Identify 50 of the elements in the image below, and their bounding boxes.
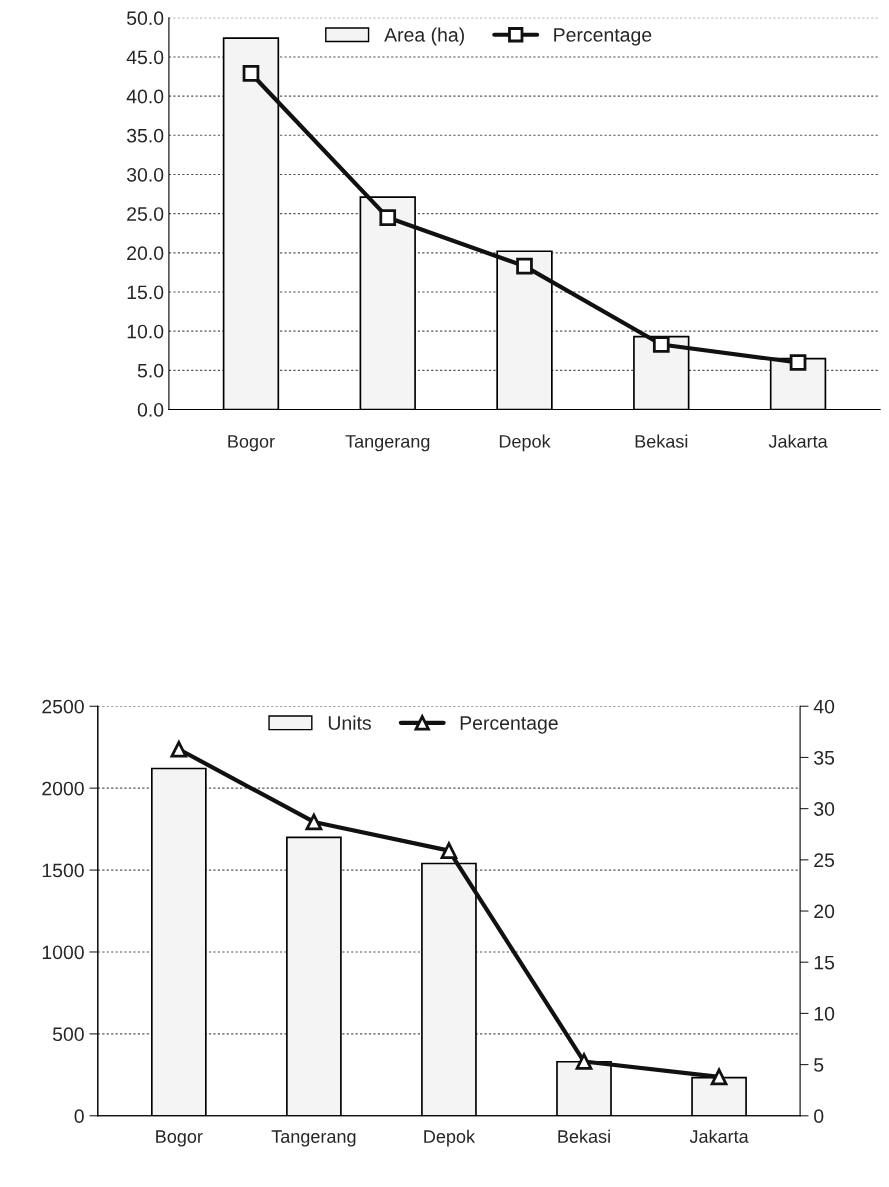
y2-tick-label: 30 [814, 802, 835, 816]
y2-tick-label: 35 [814, 750, 835, 765]
point [242, 65, 260, 82]
y-tick-label: 500 [52, 1027, 84, 1042]
legend-label: Units [328, 715, 371, 730]
y-tick-label: 25.0 [127, 207, 164, 221]
y-tick-label: 40.0 [126, 89, 164, 104]
legend-label: Area (ha) [384, 27, 464, 46]
legend-label: Percentage [554, 28, 652, 46]
point [440, 842, 458, 859]
point [789, 354, 807, 371]
x-tick-label: Bekasi [558, 1129, 610, 1143]
y-tick-label: 1000 [42, 945, 84, 960]
point [170, 740, 188, 758]
x-tick-label: Bekasi [635, 434, 688, 448]
point [710, 1066, 729, 1086]
legend-label: Percentage [460, 716, 558, 734]
y2-tick-label: 20 [814, 904, 835, 919]
y-tick-label: 20.0 [127, 246, 164, 261]
y-tick-label: 5.0 [137, 363, 164, 378]
x-tick-label: Tangerang [271, 1130, 356, 1147]
point [516, 257, 533, 275]
y-tick-label: 45.0 [126, 50, 164, 65]
y2-tick-label: 10 [814, 1006, 835, 1021]
point [305, 813, 323, 831]
y-tick-label: 50.0 [126, 11, 164, 26]
y-tick-label: 15.0 [127, 285, 164, 300]
y-tick-label: 1500 [42, 863, 84, 878]
x-tick-label: Jakarta [768, 434, 828, 448]
y-tick-label: 35.0 [126, 128, 164, 143]
point [652, 336, 670, 353]
x-tick-label: Bogor [228, 435, 275, 452]
y2-tick-label: 0 [814, 1109, 824, 1124]
x-tick-label: Jakarta [689, 1129, 749, 1143]
y-tick-label: 2500 [42, 699, 84, 714]
y-tick-label: 0 [74, 1109, 84, 1124]
y2-tick-label: 5 [814, 1058, 824, 1072]
y-tick-label: 30.0 [126, 167, 164, 182]
point [575, 1053, 593, 1070]
y-tick-label: 0.0 [137, 402, 164, 417]
x-tick-label: Depok [499, 434, 551, 452]
y2-tick-label: 25 [814, 853, 835, 868]
y2-tick-label: 15 [814, 955, 835, 970]
x-tick-label: Tangerang [345, 435, 430, 452]
y-tick-label: 2000 [42, 781, 84, 796]
point [379, 209, 397, 226]
x-tick-label: Depok [424, 1129, 476, 1147]
y-tick-label: 10.0 [127, 324, 164, 339]
x-tick-label: Bogor [156, 1130, 203, 1147]
y2-tick-label: 40 [813, 699, 835, 714]
